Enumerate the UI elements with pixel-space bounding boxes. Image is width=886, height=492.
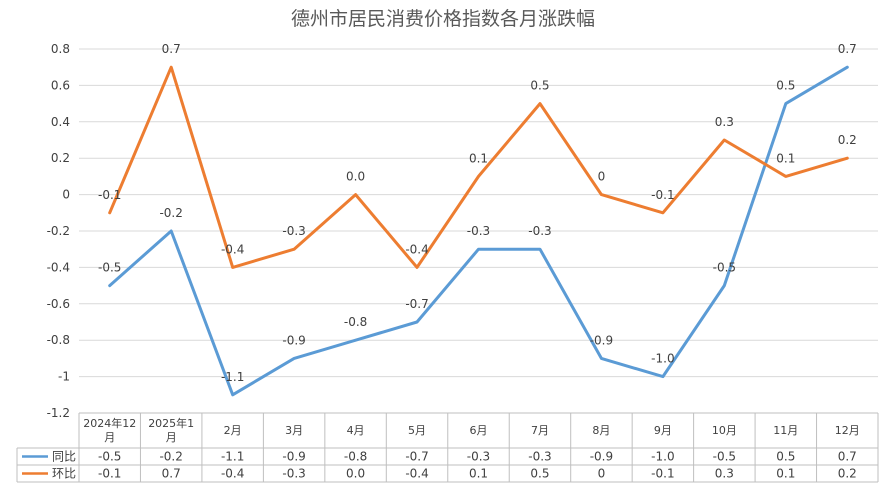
category-label: 12月 — [835, 424, 860, 437]
y-tick-label: -0.6 — [47, 297, 70, 311]
table-cell: -0.1 — [651, 467, 674, 481]
series-name: 同比 — [52, 450, 76, 464]
y-tick-label: -1.2 — [47, 406, 70, 420]
table-cell: 0.2 — [838, 467, 857, 481]
y-tick-label: -1 — [58, 370, 70, 384]
table-cell: -0.3 — [467, 450, 490, 464]
y-axis: 0.8 0.6 0.4 0.2 0 -0.2 -0.4 -0.6 -0.8 -1 -1.2 — [47, 42, 70, 420]
y-tick-label: 0.2 — [51, 151, 70, 165]
series-name: 环比 — [52, 467, 76, 481]
data-label: -0.5 — [98, 261, 121, 275]
table-cell: -0.9 — [282, 450, 305, 464]
table-cell: -0.7 — [405, 450, 428, 464]
table-cell: 0.1 — [469, 467, 488, 481]
data-label: 0.5 — [776, 79, 795, 93]
category-label: 10月 — [712, 424, 737, 437]
table-cell: -1.1 — [221, 450, 244, 464]
chart-title: 德州市居民消费价格指数各月涨跌幅 — [291, 8, 595, 30]
table-cell: -0.9 — [590, 450, 613, 464]
table-cell: 0.7 — [838, 450, 857, 464]
table-cell: 0.3 — [715, 467, 734, 481]
category-label: 3月 — [285, 424, 303, 437]
data-label: 0.7 — [162, 42, 181, 56]
data-label: -0.1 — [98, 188, 121, 202]
table-cell: 0.5 — [776, 450, 795, 464]
data-label: -1.1 — [221, 370, 244, 384]
data-label: -0.3 — [528, 224, 551, 238]
data-label: 0.3 — [715, 115, 734, 129]
table-cell: -0.3 — [528, 450, 551, 464]
category-label: 7月 — [531, 424, 549, 437]
table-cell: -0.5 — [713, 450, 736, 464]
table-cell: -0.2 — [159, 450, 182, 464]
data-label: 0.1 — [469, 151, 488, 165]
category-label: 2月 — [224, 424, 242, 437]
data-label: -0.3 — [467, 224, 490, 238]
data-label: -0.3 — [282, 224, 305, 238]
table-cell: -1.0 — [651, 450, 674, 464]
table-cell: 0.7 — [162, 467, 181, 481]
y-tick-label: -0.2 — [47, 224, 70, 238]
table-cell: -0.4 — [221, 467, 244, 481]
table-cell: -0.1 — [98, 467, 121, 481]
category-label: 11月 — [773, 424, 798, 437]
category-label: 2025年1 — [148, 416, 194, 430]
data-label: -0.4 — [405, 242, 428, 256]
data-label: -0.7 — [405, 297, 428, 311]
table-cell: -0.5 — [98, 450, 121, 464]
category-label: 9月 — [654, 424, 672, 437]
table-cell: -0.3 — [282, 467, 305, 481]
category-label: 6月 — [470, 424, 488, 437]
data-label: -0.9 — [282, 333, 305, 347]
category-label: 2024年12 — [83, 416, 136, 430]
y-tick-label: -0.8 — [47, 333, 70, 347]
data-label: 0 — [598, 170, 606, 184]
grid-lines — [79, 48, 878, 378]
data-label: 0.7 — [838, 42, 857, 56]
table-cell: 0 — [598, 467, 606, 481]
data-label: 0.1 — [776, 151, 795, 165]
data-labels: -0.5 -0.2 -1.1 -0.9 -0.8 -0.7 -0.3 -0.3 -0.9 -1.0… — [98, 42, 857, 384]
data-label: -0.1 — [651, 188, 674, 202]
y-tick-label: 0.6 — [51, 78, 70, 92]
y-tick-label: 0.8 — [51, 42, 70, 56]
series-line-2 — [108, 65, 849, 269]
data-label: -0.5 — [713, 261, 736, 275]
y-tick-label: 0 — [62, 188, 70, 202]
y-tick-label: -0.4 — [47, 260, 70, 274]
category-label: 5月 — [408, 424, 426, 437]
table-cell: 0.5 — [530, 467, 549, 481]
data-label: -0.9 — [590, 333, 613, 347]
data-label: -0.2 — [159, 206, 182, 220]
y-tick-label: 0.4 — [51, 115, 70, 129]
category-label: 8月 — [592, 424, 610, 437]
table-cell: 0.0 — [346, 467, 365, 481]
data-label: 0.2 — [838, 133, 857, 147]
data-label: -0.4 — [221, 242, 244, 256]
table-cell: -0.8 — [344, 450, 367, 464]
data-label: 0.5 — [530, 79, 549, 93]
category-label: 4月 — [347, 424, 365, 437]
data-label: 0.0 — [346, 170, 365, 184]
table-cell: -0.4 — [405, 467, 428, 481]
category-label: 月 — [166, 431, 177, 444]
data-label: -1.0 — [651, 352, 674, 366]
series-line-1 — [108, 65, 849, 397]
data-label: -0.8 — [344, 315, 367, 329]
series-lines — [108, 65, 849, 397]
table-cell: 0.1 — [776, 467, 795, 481]
category-label: 月 — [104, 431, 115, 444]
